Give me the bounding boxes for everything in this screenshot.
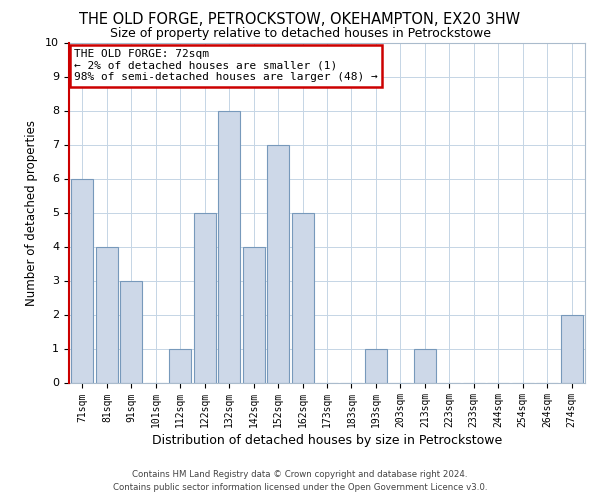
Bar: [218, 110, 240, 382]
X-axis label: Distribution of detached houses by size in Petrockstowe: Distribution of detached houses by size …: [152, 434, 502, 448]
Y-axis label: Number of detached properties: Number of detached properties: [25, 120, 38, 306]
Bar: [121, 280, 142, 382]
Bar: [242, 246, 265, 382]
Text: Size of property relative to detached houses in Petrockstowe: Size of property relative to detached ho…: [110, 28, 491, 40]
Text: THE OLD FORGE, PETROCKSTOW, OKEHAMPTON, EX20 3HW: THE OLD FORGE, PETROCKSTOW, OKEHAMPTON, …: [79, 12, 521, 28]
Text: THE OLD FORGE: 72sqm
← 2% of detached houses are smaller (1)
98% of semi-detache: THE OLD FORGE: 72sqm ← 2% of detached ho…: [74, 50, 378, 82]
Text: Contains HM Land Registry data © Crown copyright and database right 2024.
Contai: Contains HM Land Registry data © Crown c…: [113, 470, 487, 492]
Bar: [96, 246, 118, 382]
Bar: [292, 212, 314, 382]
Bar: [414, 348, 436, 382]
Bar: [194, 212, 216, 382]
Bar: [71, 178, 94, 382]
Bar: [560, 314, 583, 382]
Bar: [365, 348, 387, 382]
Bar: [169, 348, 191, 382]
Bar: [267, 144, 289, 382]
